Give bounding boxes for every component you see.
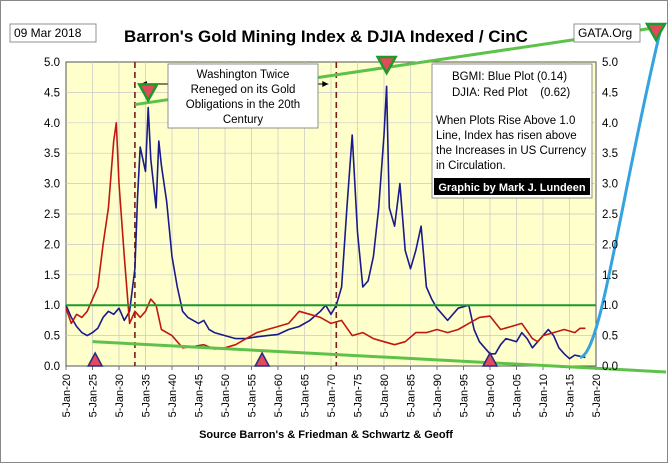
- y-tick-label-left: 4.0: [44, 118, 60, 130]
- date-label: 09 Mar 2018: [14, 26, 82, 40]
- y-tick-label-left: 1.0: [44, 300, 60, 312]
- y-tick-label-right: 4.0: [602, 118, 618, 130]
- y-tick-label-left: 4.5: [44, 87, 60, 99]
- annotation-line-2: Reneged on its Gold: [191, 84, 296, 96]
- x-tick-label: 5-Jan-25: [88, 374, 100, 417]
- x-tick-label: 5-Jan-40: [167, 374, 179, 417]
- down-triangle-marker: [644, 22, 668, 43]
- y-tick-label-right: 3.5: [602, 148, 618, 160]
- y-tick-label-left: 0.5: [44, 331, 60, 343]
- x-tick-label: 5-Jan-80: [379, 374, 391, 417]
- y-tick-label-left: 3.0: [44, 179, 60, 191]
- legend-entry-djia: DJIA: Red Plot (0.62): [452, 87, 570, 99]
- x-tick-label: 5-Jan-90: [432, 374, 444, 417]
- y-tick-label-right: 4.5: [602, 87, 618, 99]
- x-tick-label: 5-Jan-45: [194, 374, 206, 417]
- series-line-djia: [65, 122, 586, 350]
- x-tick-label: 5-Jan-30: [114, 374, 126, 417]
- down-triangle-marker: [375, 55, 398, 76]
- y-tick-label-left: 1.5: [44, 270, 60, 282]
- lower-trend-line: [92, 340, 667, 374]
- y-tick-label-right: 3.0: [602, 179, 618, 191]
- projection-curve: [579, 31, 662, 359]
- series-layer: [65, 85, 586, 360]
- credit-banner: [434, 178, 590, 195]
- note-line-3: the Increases in US Currency: [436, 145, 586, 157]
- markers-layer: [86, 22, 668, 367]
- annotation-line-1: Washington Twice: [197, 69, 290, 81]
- annotation-arrowhead-right: [322, 81, 329, 87]
- y-tick-label-left: 2.0: [44, 239, 60, 251]
- y-tick-label-right: 0.5: [602, 331, 618, 343]
- note-line-1: When Plots Rise Above 1.0: [436, 115, 575, 127]
- up-triangle-marker: [253, 351, 271, 367]
- annotation-line-3: Obligations in the 20th: [186, 99, 300, 111]
- x-tick-label: 5-Jan-20: [61, 374, 73, 417]
- y-tick-label-right: 1.5: [602, 270, 618, 282]
- x-tick-label: 5-Jan-70: [326, 374, 338, 417]
- y-tick-label-left: 3.5: [44, 148, 60, 160]
- x-tick-label: 5-Jan-65: [300, 374, 312, 417]
- legend-box: [431, 63, 593, 199]
- source-tag-box: [573, 23, 641, 43]
- x-tick-label: 5-Jan-35: [141, 374, 153, 417]
- series-line-bgmi: [65, 85, 586, 360]
- y-tick-label-left: 5.0: [44, 57, 60, 69]
- y-tick-label-left: 0.0: [44, 361, 60, 373]
- up-triangle-marker: [481, 351, 499, 367]
- y-tick-label-left: 2.5: [44, 209, 60, 221]
- x-tick-label: 5-Jan-85: [406, 374, 418, 417]
- annotation-box: [167, 63, 319, 129]
- source-tag: GATA.Org: [578, 26, 632, 40]
- x-tick-label: 5-Jan-05: [512, 374, 524, 417]
- x-tick-label: 5-Jan-55: [247, 374, 259, 417]
- x-axis-title: Source Barron's & Friedman & Schwartz & …: [199, 429, 453, 441]
- x-tick-label: 5-Jan-50: [220, 374, 232, 417]
- date-box: [9, 23, 97, 43]
- x-tick-label: 5-Jan-75: [353, 374, 365, 417]
- note-line-4: in Circulation.: [436, 160, 506, 172]
- annotation-line-4: Century: [223, 114, 264, 126]
- y-tick-label-right: 2.5: [602, 209, 618, 221]
- y-tick-label-right: 1.0: [602, 300, 618, 312]
- x-tick-label: 5-Jan-20: [591, 374, 603, 417]
- y-tick-label-right: 2.0: [602, 239, 618, 251]
- note-line-2: Line, Index has risen above: [436, 130, 577, 142]
- axis-labels-layer: 0.0 0.0 0.5 0.5 1.0 1.0 1.5 1.5 2.0 2.0 2.5 2.5 3.0 3…: [44, 57, 618, 417]
- y-tick-label-right: 0.0: [602, 361, 618, 373]
- x-tick-label: 5-Jan-00: [485, 374, 497, 417]
- legend-entry-bgmi: BGMI: Blue Plot (0.14): [452, 71, 567, 83]
- up-triangle-marker: [86, 351, 104, 367]
- chart-title: Barron's Gold Mining Index & DJIA Indexe…: [124, 27, 528, 46]
- x-tick-label: 5-Jan-60: [273, 374, 285, 417]
- x-tick-label: 5-Jan-15: [565, 374, 577, 417]
- y-tick-label-right: 5.0: [602, 57, 618, 69]
- x-tick-label: 5-Jan-95: [459, 374, 471, 417]
- x-tick-label: 5-Jan-10: [538, 374, 550, 417]
- down-triangle-marker: [137, 83, 160, 103]
- credit-text: Graphic by Mark J. Lundeen: [438, 182, 586, 194]
